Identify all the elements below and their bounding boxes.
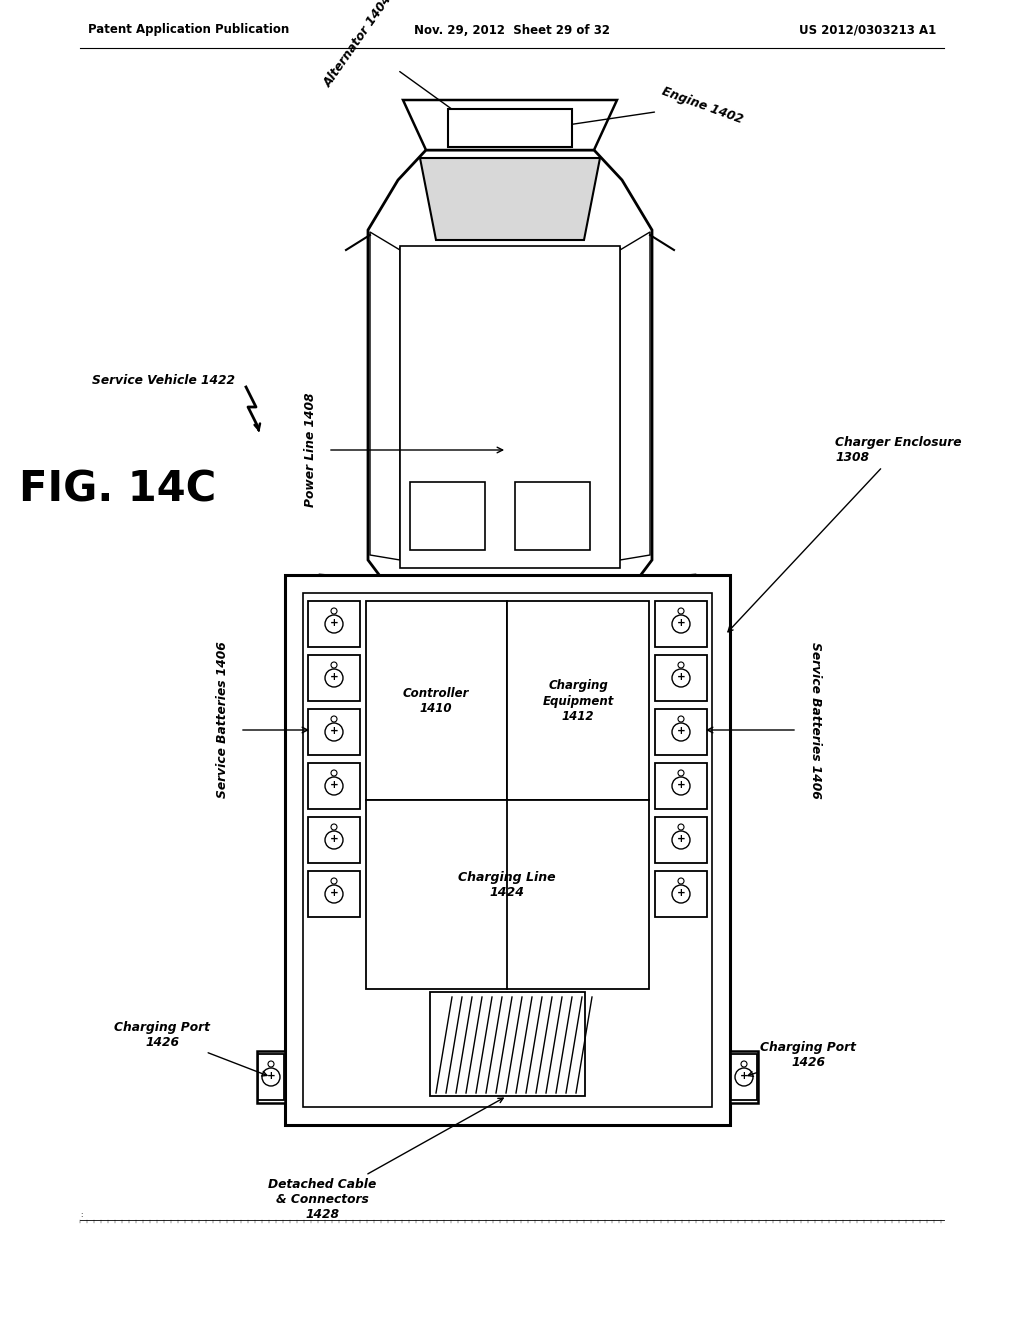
Bar [449, 110, 572, 147]
Bar [366, 601, 507, 800]
Text: Charging Port
1426: Charging Port 1426 [114, 1020, 267, 1076]
Bar [655, 871, 707, 917]
Bar [730, 1051, 758, 1104]
Circle shape [331, 878, 337, 884]
Text: +: + [330, 834, 338, 843]
Bar [655, 763, 707, 809]
Bar [258, 1053, 284, 1100]
Text: Controller
1410: Controller 1410 [402, 686, 469, 715]
Text: Charger Enclosure
1308: Charger Enclosure 1308 [728, 436, 962, 632]
Bar [400, 246, 620, 568]
Bar [515, 482, 590, 550]
Bar [430, 993, 585, 1096]
Text: +: + [330, 618, 338, 628]
Text: +: + [677, 888, 685, 898]
Text: Charging
Equipment
1412: Charging Equipment 1412 [543, 680, 613, 722]
Text: Detached Cable
& Connectors
1428: Detached Cable & Connectors 1428 [268, 1098, 503, 1221]
Text: +: + [677, 618, 685, 628]
Circle shape [331, 715, 337, 722]
Text: Patent Application Publication: Patent Application Publication [88, 24, 289, 37]
Text: US 2012/0303213 A1: US 2012/0303213 A1 [799, 24, 936, 37]
Polygon shape [420, 158, 600, 240]
Text: :: : [80, 1212, 82, 1218]
Circle shape [678, 663, 684, 668]
Text: Charging Line
1424: Charging Line 1424 [458, 871, 556, 899]
Polygon shape [368, 150, 652, 579]
Text: FIG. 14C: FIG. 14C [19, 469, 217, 511]
Text: Alternator 1404: Alternator 1404 [322, 0, 474, 125]
Text: Nov. 29, 2012  Sheet 29 of 32: Nov. 29, 2012 Sheet 29 of 32 [414, 24, 610, 37]
Polygon shape [620, 232, 650, 560]
Text: Service Batteries 1406: Service Batteries 1406 [809, 642, 821, 799]
Circle shape [741, 1061, 746, 1067]
Text: Service Batteries 1406: Service Batteries 1406 [215, 642, 228, 799]
Bar [257, 1051, 285, 1104]
Circle shape [268, 1061, 274, 1067]
Polygon shape [370, 232, 400, 560]
Text: +: + [739, 1071, 749, 1081]
Text: Power Line 1408: Power Line 1408 [303, 393, 316, 507]
Bar [308, 709, 360, 755]
Bar [308, 601, 360, 647]
Bar [366, 800, 649, 989]
Bar [655, 655, 707, 701]
Bar [655, 601, 707, 647]
Bar [308, 655, 360, 701]
Bar [655, 709, 707, 755]
Circle shape [678, 878, 684, 884]
Bar [303, 593, 712, 1107]
Bar [308, 817, 360, 863]
Text: +: + [677, 834, 685, 843]
Bar [655, 817, 707, 863]
Text: +: + [330, 672, 338, 682]
Text: +: + [677, 672, 685, 682]
Circle shape [678, 715, 684, 722]
Bar [308, 871, 360, 917]
Circle shape [331, 770, 337, 776]
Bar [507, 601, 649, 800]
Circle shape [678, 770, 684, 776]
Bar [285, 576, 730, 1125]
Text: Charging Port
1426: Charging Port 1426 [749, 1041, 856, 1076]
Polygon shape [403, 100, 617, 150]
Circle shape [331, 663, 337, 668]
Text: Engine 1402: Engine 1402 [551, 84, 744, 129]
Bar [308, 763, 360, 809]
Text: Service Vehicle 1422: Service Vehicle 1422 [92, 374, 234, 387]
Text: +: + [266, 1071, 275, 1081]
Text: +: + [677, 726, 685, 737]
Text: +: + [677, 780, 685, 789]
Text: +: + [330, 726, 338, 737]
Circle shape [678, 609, 684, 614]
Bar [410, 482, 485, 550]
Circle shape [331, 609, 337, 614]
Circle shape [678, 824, 684, 830]
Bar [731, 1053, 757, 1100]
Text: +: + [330, 888, 338, 898]
Text: +: + [330, 780, 338, 789]
Circle shape [331, 824, 337, 830]
